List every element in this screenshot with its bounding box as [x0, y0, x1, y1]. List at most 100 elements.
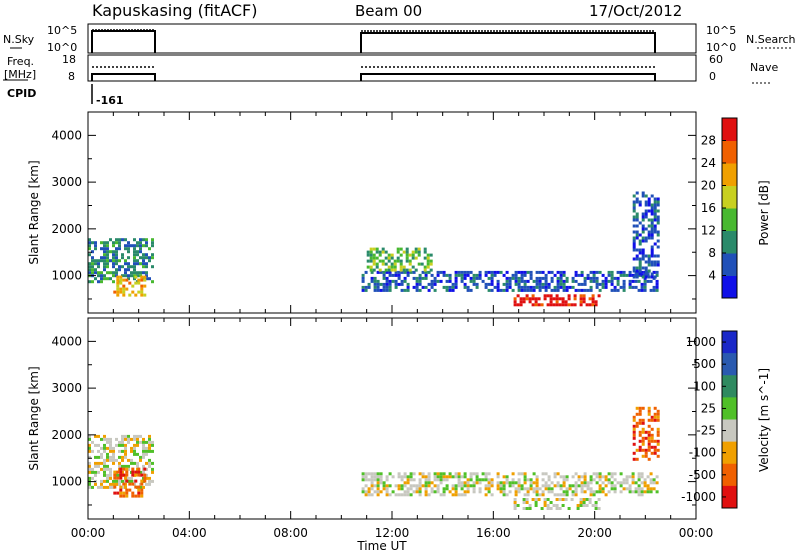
data-cell: [116, 476, 120, 480]
data-cell: [387, 268, 391, 272]
data-cell: [535, 279, 539, 283]
data-cell: [650, 203, 654, 207]
data-cell: [361, 487, 365, 491]
data-cell: [644, 266, 648, 270]
data-cell: [589, 481, 593, 485]
data-cell: [112, 482, 115, 486]
data-cell: [591, 303, 595, 307]
data-cell: [641, 254, 645, 258]
data-cell: [496, 481, 500, 485]
data-cell: [640, 487, 644, 491]
data-cell: [427, 270, 431, 274]
data-cell: [595, 279, 599, 283]
data-cell: [133, 259, 136, 263]
data-cell: [143, 467, 147, 471]
data-cell: [582, 498, 586, 501]
data-cell: [463, 490, 467, 494]
data-cell: [647, 224, 651, 228]
data-cell: [379, 478, 383, 482]
colorbar-segment: [722, 253, 737, 276]
data-cell: [136, 271, 139, 275]
data-cell: [577, 282, 581, 286]
time-tick-label: 12:00: [375, 526, 410, 540]
data-cell: [641, 251, 645, 255]
data-cell: [127, 268, 130, 272]
data-cell: [637, 288, 641, 292]
data-cell: [112, 265, 115, 269]
data-cell: [650, 245, 654, 249]
data-cell: [142, 446, 145, 450]
data-cell: [103, 470, 106, 474]
data-cell: [424, 478, 428, 482]
data-cell: [538, 493, 542, 497]
data-cell: [463, 282, 467, 286]
data-cell: [595, 285, 599, 289]
data-cell: [376, 487, 380, 491]
data-cell: [97, 455, 100, 459]
data-cell: [514, 493, 518, 497]
data-cell: [366, 250, 370, 254]
data-cell: [115, 253, 118, 257]
data-cell: [619, 270, 623, 274]
data-cell: [650, 427, 654, 431]
data-cell: [571, 279, 575, 283]
data-cell: [568, 484, 572, 488]
data-cell: [613, 484, 617, 488]
data-cell: [369, 268, 373, 272]
data-cell: [502, 490, 506, 494]
data-cell: [598, 484, 602, 488]
data-cell: [644, 436, 648, 440]
data-cell: [106, 241, 109, 245]
data-cell: [582, 297, 586, 301]
cpid-label: CPID: [7, 87, 36, 100]
data-cell: [430, 282, 434, 286]
data-cell: [409, 475, 413, 479]
data-cell: [565, 490, 569, 494]
data-cell: [118, 440, 121, 444]
data-cell: [635, 257, 639, 261]
data-cell: [439, 472, 443, 476]
data-cell: [130, 476, 133, 480]
data-cell: [385, 270, 389, 274]
data-cell: [640, 472, 644, 476]
data-cell: [109, 250, 112, 254]
data-cell: [124, 247, 127, 251]
colorbar-segment: [722, 275, 737, 299]
data-cell: [134, 293, 138, 297]
data-cell: [118, 455, 121, 459]
data-cell: [541, 484, 545, 488]
data-cell: [597, 507, 601, 510]
data-cell: [122, 494, 126, 498]
data-cell: [638, 412, 642, 416]
data-cell: [118, 244, 121, 248]
data-cell: [643, 490, 647, 494]
colorbar-segment: [722, 230, 737, 254]
data-cell: [387, 256, 391, 260]
data-cell: [632, 418, 636, 422]
data-cell: [526, 493, 530, 497]
data-cell: [641, 212, 645, 216]
data-cell: [133, 265, 136, 269]
data-cell: [424, 484, 428, 488]
data-cell: [580, 490, 584, 494]
colorbar-segment: [722, 331, 737, 354]
data-cell: [655, 481, 659, 485]
data-cell: [487, 490, 491, 494]
data-cell: [641, 454, 645, 458]
data-cell: [133, 437, 136, 441]
data-cell: [397, 472, 401, 476]
data-cell: [583, 478, 587, 482]
data-cell: [579, 294, 583, 298]
data-cell: [103, 464, 106, 468]
data-cell: [508, 484, 512, 488]
data-cell: [647, 254, 651, 258]
data-cell: [394, 270, 398, 274]
data-cell: [640, 273, 644, 277]
data-cell: [565, 487, 569, 491]
data-cell: [622, 478, 626, 482]
data-cell: [589, 276, 593, 280]
data-cell: [143, 284, 147, 288]
data-cell: [577, 484, 581, 488]
data-cell: [650, 227, 654, 231]
data-cell: [487, 487, 491, 491]
